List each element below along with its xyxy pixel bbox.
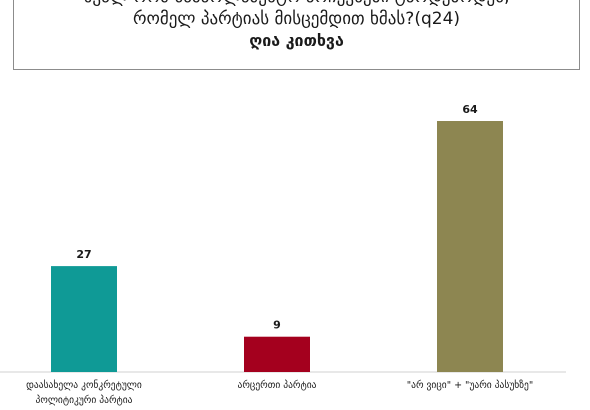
chart-title-line-2: რომელ პარტიას მისცემდით ხმას?(q24) bbox=[132, 9, 461, 29]
category-label-2-line-1: არცერთი პარტია bbox=[238, 380, 317, 391]
chart-title-line-1: ხვალ რომ საპარლამენტო არჩევნები ტარდებოდ… bbox=[14, 0, 579, 8]
bar-group: 27 დაასახელა კონკრეტული პოლიტიკური პარტია 9… bbox=[26, 103, 533, 406]
bar-2 bbox=[244, 336, 310, 372]
chart-title-line-3: ღია კითხვა bbox=[249, 31, 344, 50]
data-label-1: 27 bbox=[76, 248, 91, 261]
category-label-1-line-1: დაასახელა კონკრეტული bbox=[26, 380, 142, 391]
bar-1 bbox=[51, 266, 117, 372]
data-label-2: 9 bbox=[273, 319, 281, 332]
category-label-3-line-1: "არ ვიცი" + "უარი პასუხზე" bbox=[407, 380, 533, 391]
bar-3 bbox=[437, 121, 503, 372]
chart-title-box: ხვალ რომ საპარლამენტო არჩევნები ტარდებოდ… bbox=[13, 0, 580, 70]
data-label-3: 64 bbox=[462, 103, 478, 116]
category-label-1-line-2: პოლიტიკური პარტია bbox=[36, 395, 133, 406]
